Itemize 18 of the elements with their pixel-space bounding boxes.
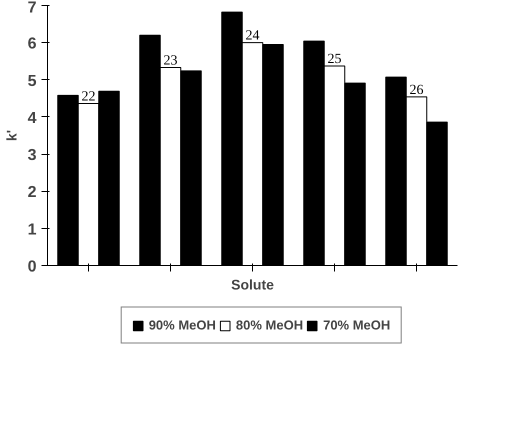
y-tick-label: 1 <box>28 221 37 238</box>
y-tick-label: 7 <box>28 0 37 16</box>
legend-label: 70% MeOH <box>323 318 390 332</box>
y-tick-label: 5 <box>28 72 37 90</box>
annotation: 23 <box>164 54 178 69</box>
y-tick-label: 3 <box>28 147 37 164</box>
annotation: 26 <box>410 82 424 98</box>
y-axis-title: k' <box>4 130 20 142</box>
annotation: 22 <box>82 90 96 105</box>
y-tick-label: 4 <box>28 110 37 127</box>
legend-label: 90% MeOH <box>148 318 216 332</box>
x-axis-title: Solute <box>231 276 274 292</box>
legend-label: 80% MeOH <box>236 318 304 332</box>
annotation: 24 <box>246 28 260 44</box>
y-tick-label: 2 <box>28 184 37 202</box>
annotation: 25 <box>328 52 342 68</box>
y-tick-label: 0 <box>28 258 37 276</box>
y-tick-label: 6 <box>28 36 37 53</box>
